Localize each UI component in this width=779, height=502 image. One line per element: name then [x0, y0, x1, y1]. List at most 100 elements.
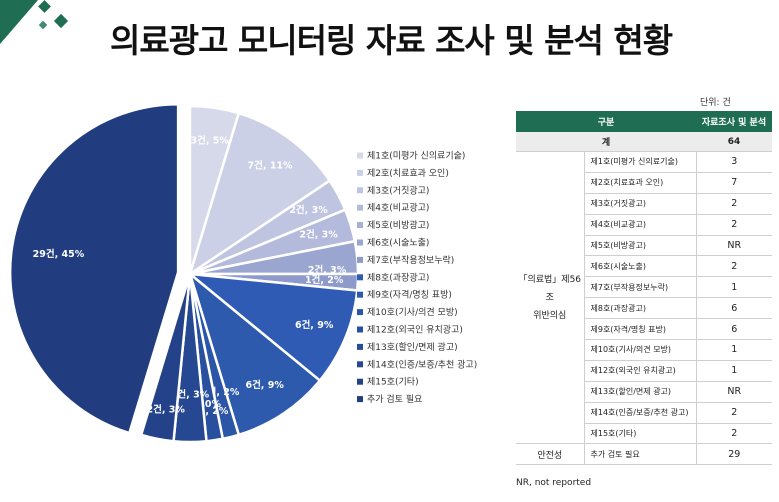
- row-label: 제3호(거짓광고): [583, 193, 696, 215]
- legend-swatch: [357, 204, 363, 211]
- legend-label: 제5호(비방광고): [367, 219, 429, 231]
- legend-label: 추가 검토 필요: [367, 393, 422, 405]
- legend-label: 제7호(부작용정보누락): [367, 254, 454, 266]
- footnote: NR, not reported: [516, 478, 592, 488]
- slice-data-label: 1건, 2%: [305, 274, 344, 286]
- pie-slice: [8, 102, 180, 435]
- legend-swatch: [357, 169, 363, 176]
- safety-item: 추가 검토 필요: [583, 443, 696, 466]
- safety-value: 29: [695, 443, 772, 466]
- legend-label: 제13호(할인/면제 광고): [367, 341, 458, 353]
- corner-square-3: [38, 20, 48, 30]
- legend-swatch: [357, 187, 363, 194]
- legend-label: 제4호(비교광고): [367, 202, 429, 214]
- slice-data-label: 2건, 3%: [289, 204, 328, 216]
- header-group: 구분: [516, 111, 696, 132]
- legend-swatch: [357, 326, 363, 333]
- legend-label: 제3호(거짓광고): [367, 184, 429, 196]
- corner-triangle: [0, 0, 38, 44]
- slice-data-label: 7건, 11%: [248, 160, 293, 172]
- table-row: 제7호(부작용정보누락) 1: [516, 276, 772, 299]
- pie-slice: [187, 111, 332, 277]
- row-value: 7: [695, 172, 772, 194]
- row-value: NR: [695, 235, 772, 257]
- legend-swatch: [357, 256, 363, 263]
- corner-square-2: [53, 13, 69, 29]
- page-title: 의료광고 모니터링 자료 조사 및 분석 현황: [110, 21, 673, 60]
- safety-row: 안전성 추가 검토 필요 29: [516, 443, 772, 466]
- total-label: 계: [516, 132, 696, 152]
- legend-swatch: [357, 361, 363, 368]
- table-row: 제14호(인증/보증/추천 광고) 2: [516, 402, 772, 424]
- total-value: 64: [696, 132, 772, 152]
- pie-slice: [187, 270, 322, 437]
- legend-swatch: [357, 239, 363, 246]
- table-row: 제5호(비방광고) NR: [516, 235, 772, 257]
- table-row: 제15호(기타) 2: [516, 423, 772, 445]
- table-row: 제2호(치료효과 오인) 7: [516, 172, 772, 194]
- row-label: 제14호(인증/보증/추천 광고): [583, 402, 696, 424]
- row-value: 2: [695, 402, 772, 424]
- corner-decoration: [0, 0, 69, 44]
- group-label-line2: 위반의심: [533, 310, 567, 321]
- slice-data-label: 6건, 9%: [295, 319, 334, 331]
- total-row: 계 64: [516, 132, 772, 152]
- legend-label: 제1호(미평가 신의료기술): [367, 151, 465, 162]
- table-row: 제12호(외국인 유치광고) 1: [516, 360, 772, 382]
- row-value: 1: [695, 339, 772, 361]
- row-value: 6: [695, 318, 772, 341]
- legend-swatch: [357, 152, 363, 159]
- legend-swatch: [357, 396, 363, 403]
- row-value: 2: [695, 193, 772, 215]
- table-row: 제6호(시술노출) 2: [516, 255, 772, 278]
- row-label: 제4호(비교광고): [583, 214, 696, 236]
- legend-label: 제10호(기사/의견 모방): [367, 306, 458, 318]
- table-row: 제4호(비교광고) 2: [516, 214, 772, 236]
- legend-swatch: [357, 309, 363, 316]
- legend-label: 제15호(기타): [367, 377, 419, 388]
- slice-data-label: 2건, 3%: [299, 228, 338, 240]
- safety-label: 안전성: [516, 443, 584, 466]
- legend-label: 제6호(시술노출): [367, 238, 429, 249]
- unit-label: 단위: 건: [700, 98, 731, 108]
- slice-data-label: 2건, 3%: [171, 388, 210, 400]
- legend-swatch: [357, 378, 363, 385]
- table-row: 제13호(할인/면제 광고) NR: [516, 381, 772, 403]
- row-label: 제10호(기사/의견 모방): [583, 339, 696, 361]
- pie-slice: [139, 273, 192, 443]
- row-label: 제15호(기타): [583, 423, 696, 445]
- row-value: 1: [695, 276, 772, 299]
- legend-label: 제12호(외국인 유치광고): [367, 324, 463, 336]
- legend-swatch: [357, 291, 363, 298]
- slice-data-label: 6건, 9%: [245, 379, 284, 391]
- table-row: 제10호(기사/의견 모방) 1: [516, 339, 772, 361]
- row-value: 3: [695, 151, 772, 173]
- row-value: 2: [695, 423, 772, 445]
- row-label: 제1호(미평가 신의료기술): [583, 151, 696, 173]
- legend-label: 제14호(인증/보증/추천 광고): [367, 358, 477, 370]
- row-label: 제9호(자격/명칭 표방): [583, 318, 696, 341]
- row-label: 제12호(외국인 유치광고): [583, 360, 696, 382]
- row-value: 6: [695, 297, 772, 320]
- row-label: 제2호(치료효과 오인): [583, 172, 696, 194]
- row-label: 제6호(시술노출): [583, 255, 696, 278]
- row-value: NR: [695, 381, 772, 403]
- table-row: 제9호(자격/명칭 표방) 6: [516, 318, 772, 341]
- legend-swatch: [357, 343, 363, 350]
- legend-label: 제2호(치료효과 오인): [367, 167, 449, 179]
- row-value: 2: [695, 255, 772, 278]
- table-row: 제8호(과장광고) 6: [516, 297, 772, 320]
- row-value: 2: [695, 214, 772, 236]
- header-value: 자료조사 및 분석: [696, 111, 772, 132]
- row-label: 제5호(비방광고): [583, 235, 696, 257]
- slice-data-label: 3건, 5%: [191, 135, 230, 147]
- row-label: 제7호(부작용정보누락): [583, 276, 696, 299]
- group-label-line1: 「의료법」제56조: [518, 274, 582, 303]
- pie-slice: [186, 272, 359, 383]
- row-label: 제8호(과장광고): [583, 297, 696, 320]
- corner-square-1: [38, 0, 51, 13]
- legend-label: 제8호(과장광고): [367, 271, 429, 283]
- legend-label: 제9호(자격/명칭 표방): [367, 289, 452, 301]
- row-value: 1: [695, 360, 772, 382]
